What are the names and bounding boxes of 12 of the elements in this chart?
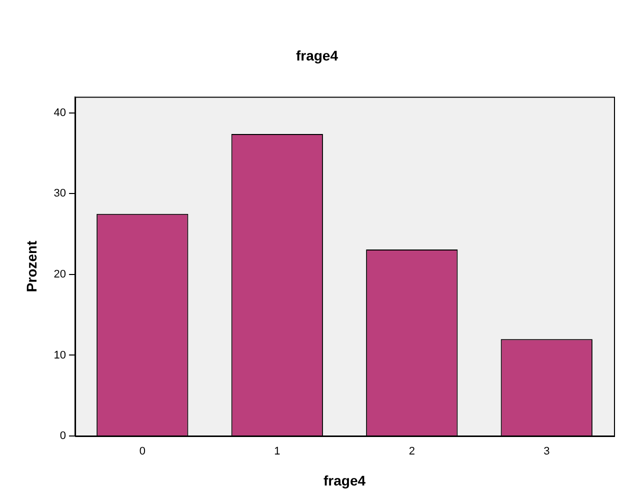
chart-title: frage4 [296,47,338,64]
y-tick-label: 30 [54,188,66,200]
y-tick-label: 40 [54,106,66,119]
x-axis-title: frage4 [324,472,366,488]
x-tick-label: 3 [544,446,550,458]
x-tick-label: 2 [408,446,415,458]
y-axis-title: Prozent [23,240,40,292]
x-tick-label: 0 [139,446,146,458]
y-tick-label: 0 [60,430,66,442]
y-tick-label: 10 [54,349,66,362]
x-tick-label: 1 [274,446,280,458]
y-tick-label: 20 [54,268,66,281]
